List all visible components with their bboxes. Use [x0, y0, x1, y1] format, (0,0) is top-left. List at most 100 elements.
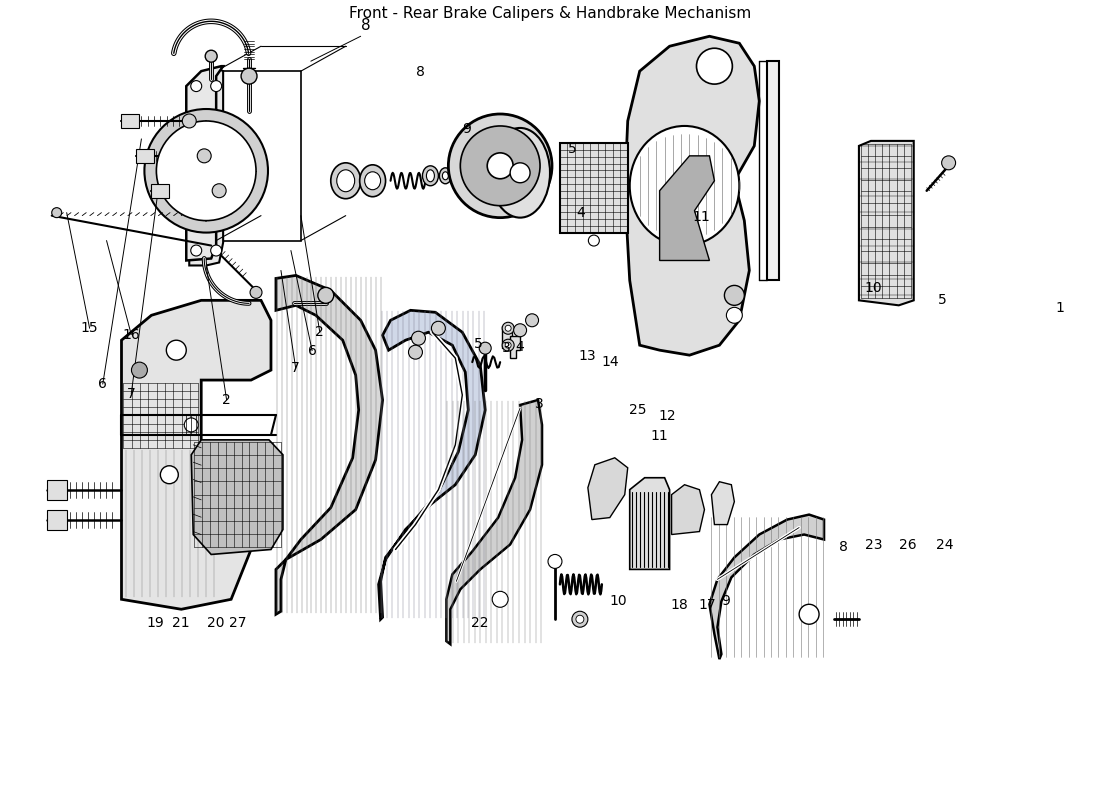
- Ellipse shape: [696, 48, 733, 84]
- Polygon shape: [587, 458, 628, 519]
- Text: 20: 20: [207, 616, 224, 630]
- Circle shape: [514, 324, 527, 337]
- Circle shape: [185, 418, 198, 432]
- Text: 6: 6: [98, 377, 107, 391]
- Circle shape: [52, 208, 62, 218]
- Ellipse shape: [337, 170, 354, 192]
- Polygon shape: [447, 400, 542, 644]
- Polygon shape: [625, 36, 759, 355]
- Text: 5: 5: [568, 142, 576, 156]
- Ellipse shape: [360, 165, 386, 197]
- Circle shape: [250, 286, 262, 298]
- Circle shape: [132, 362, 147, 378]
- Polygon shape: [186, 66, 223, 261]
- Circle shape: [725, 286, 745, 306]
- Polygon shape: [191, 71, 217, 246]
- Circle shape: [166, 340, 186, 360]
- Text: 19: 19: [146, 616, 164, 630]
- Circle shape: [505, 326, 512, 331]
- FancyBboxPatch shape: [47, 480, 67, 500]
- Circle shape: [799, 604, 820, 624]
- Polygon shape: [767, 61, 779, 281]
- Circle shape: [318, 287, 333, 303]
- FancyBboxPatch shape: [136, 149, 154, 163]
- Text: 5: 5: [474, 337, 483, 351]
- Ellipse shape: [427, 170, 434, 182]
- Circle shape: [492, 591, 508, 607]
- Ellipse shape: [491, 128, 550, 218]
- Circle shape: [211, 81, 221, 91]
- Ellipse shape: [442, 172, 449, 180]
- Text: 15: 15: [80, 322, 98, 335]
- Polygon shape: [191, 440, 283, 554]
- Text: 5: 5: [938, 294, 947, 307]
- Polygon shape: [378, 310, 485, 619]
- Circle shape: [183, 114, 196, 128]
- Text: 24: 24: [936, 538, 954, 552]
- Circle shape: [411, 331, 426, 345]
- Circle shape: [576, 615, 584, 623]
- Ellipse shape: [449, 114, 552, 218]
- Circle shape: [505, 342, 512, 348]
- Text: 6: 6: [308, 343, 317, 358]
- Text: 14: 14: [602, 354, 619, 369]
- Text: 2: 2: [222, 393, 231, 407]
- Polygon shape: [710, 514, 824, 659]
- Polygon shape: [859, 141, 914, 306]
- Circle shape: [503, 322, 514, 334]
- Polygon shape: [503, 326, 513, 348]
- Circle shape: [190, 81, 201, 91]
- Text: 3: 3: [535, 397, 543, 411]
- Ellipse shape: [144, 109, 268, 233]
- Polygon shape: [189, 69, 223, 266]
- Polygon shape: [510, 336, 520, 358]
- Ellipse shape: [422, 166, 439, 186]
- Circle shape: [588, 235, 600, 246]
- Text: 11: 11: [651, 429, 669, 443]
- Circle shape: [408, 345, 422, 359]
- Text: 4: 4: [576, 206, 585, 220]
- Text: 8: 8: [839, 541, 848, 554]
- Circle shape: [161, 466, 178, 484]
- Text: 8: 8: [416, 65, 425, 78]
- Text: 7: 7: [292, 361, 300, 375]
- Text: 1: 1: [1055, 302, 1064, 315]
- Ellipse shape: [460, 126, 540, 206]
- Text: 23: 23: [865, 538, 882, 552]
- Text: 12: 12: [659, 409, 676, 423]
- Circle shape: [572, 611, 587, 627]
- Text: 16: 16: [122, 328, 140, 342]
- Text: 25: 25: [629, 403, 647, 418]
- Circle shape: [212, 184, 227, 198]
- Text: 11: 11: [692, 210, 711, 224]
- Ellipse shape: [510, 163, 530, 182]
- Ellipse shape: [364, 172, 381, 190]
- Circle shape: [197, 149, 211, 163]
- Circle shape: [431, 322, 446, 335]
- Circle shape: [526, 314, 539, 326]
- Ellipse shape: [629, 126, 739, 246]
- Circle shape: [190, 245, 201, 256]
- Circle shape: [548, 554, 562, 569]
- Text: 2: 2: [316, 326, 324, 339]
- Text: 17: 17: [697, 598, 716, 612]
- FancyBboxPatch shape: [121, 114, 140, 128]
- Ellipse shape: [331, 163, 361, 198]
- Ellipse shape: [156, 121, 256, 221]
- Text: 4: 4: [515, 339, 524, 354]
- Circle shape: [241, 68, 257, 84]
- Text: 18: 18: [671, 598, 689, 612]
- Text: 9: 9: [462, 122, 471, 136]
- Circle shape: [942, 156, 956, 170]
- Ellipse shape: [439, 168, 451, 184]
- Circle shape: [211, 245, 221, 256]
- Polygon shape: [276, 275, 383, 614]
- Polygon shape: [629, 478, 670, 570]
- Circle shape: [480, 342, 492, 354]
- Text: 7: 7: [126, 386, 135, 401]
- Polygon shape: [660, 156, 714, 261]
- Text: 3: 3: [502, 341, 510, 355]
- Circle shape: [726, 307, 742, 323]
- Text: 10: 10: [865, 282, 882, 295]
- Text: 9: 9: [720, 594, 729, 608]
